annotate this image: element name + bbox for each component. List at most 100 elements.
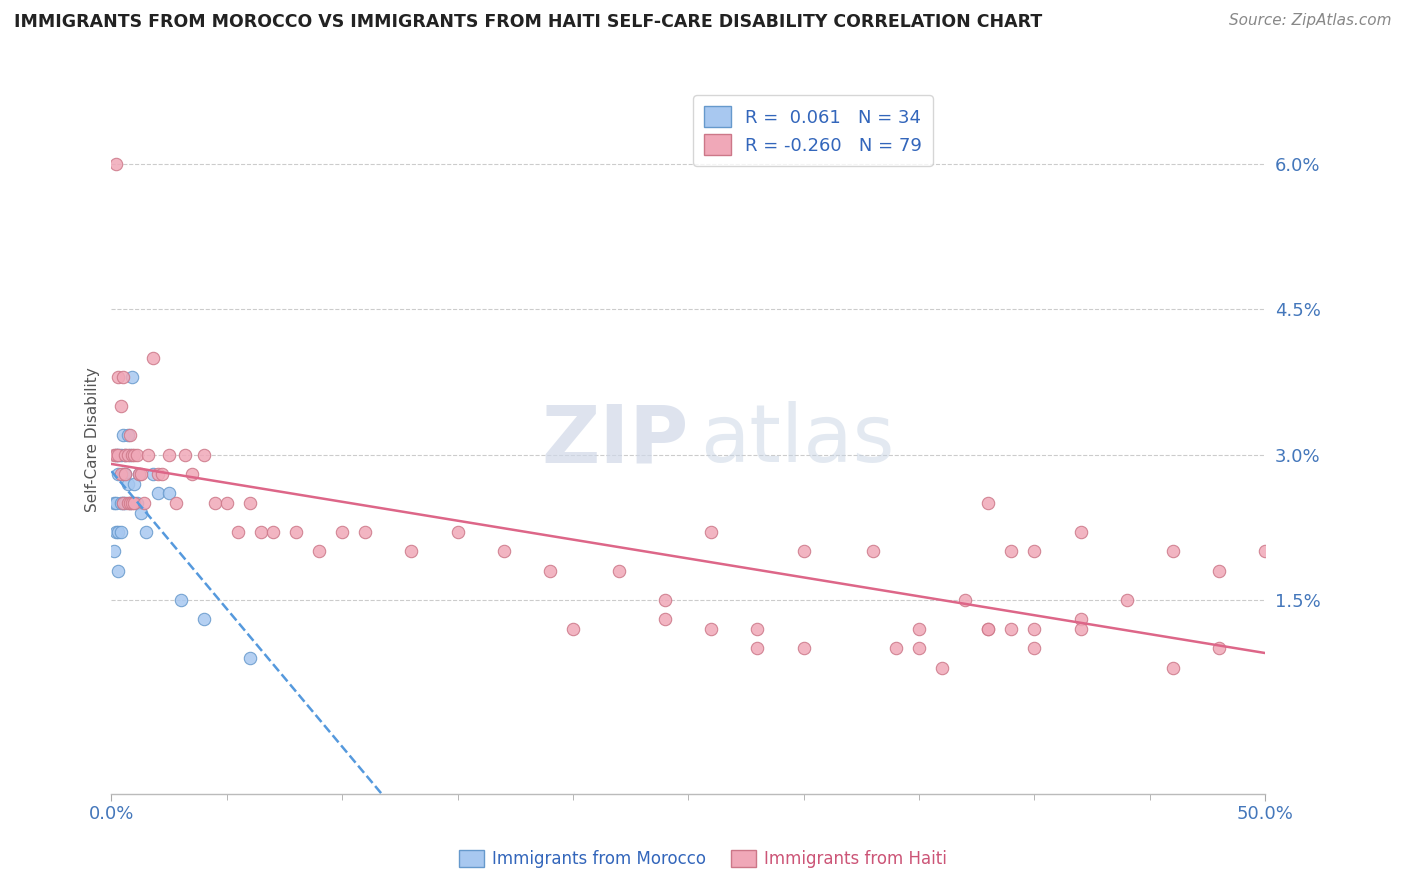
Point <box>111 467 134 481</box>
Point <box>118 448 141 462</box>
Point <box>107 448 129 462</box>
Point <box>114 467 136 481</box>
Point <box>135 524 157 539</box>
Point <box>111 496 134 510</box>
Point <box>977 496 1000 510</box>
Point <box>977 622 1000 636</box>
Point <box>131 506 153 520</box>
Point <box>1000 622 1022 636</box>
Point <box>103 496 125 510</box>
Point <box>131 467 153 481</box>
Point <box>107 524 129 539</box>
Point <box>107 564 129 578</box>
Point <box>654 612 676 626</box>
Point <box>124 496 146 510</box>
Point <box>157 486 180 500</box>
Point <box>204 496 226 510</box>
Point <box>1161 544 1184 558</box>
Point <box>118 496 141 510</box>
Point <box>793 544 815 558</box>
Point <box>262 524 284 539</box>
Point <box>105 448 128 462</box>
Text: Source: ZipAtlas.com: Source: ZipAtlas.com <box>1229 13 1392 29</box>
Point <box>124 448 146 462</box>
Point <box>1070 612 1092 626</box>
Point <box>103 544 125 558</box>
Point <box>747 641 769 656</box>
Point <box>142 467 165 481</box>
Point <box>125 448 148 462</box>
Point <box>121 448 143 462</box>
Point <box>747 622 769 636</box>
Point <box>103 448 125 462</box>
Point <box>110 467 132 481</box>
Point <box>908 641 931 656</box>
Point <box>105 448 128 462</box>
Point <box>193 448 215 462</box>
Point <box>538 564 561 578</box>
Point <box>107 370 129 384</box>
Point <box>1000 544 1022 558</box>
Point <box>121 370 143 384</box>
Point <box>607 564 630 578</box>
Point <box>165 496 187 510</box>
Point <box>110 448 132 462</box>
Point <box>114 496 136 510</box>
Point <box>114 448 136 462</box>
Point <box>977 622 1000 636</box>
Point <box>157 448 180 462</box>
Point <box>700 622 723 636</box>
Point <box>107 467 129 481</box>
Point <box>105 157 128 171</box>
Text: ZIP: ZIP <box>541 401 689 479</box>
Point <box>1070 622 1092 636</box>
Point <box>239 651 262 665</box>
Point <box>114 448 136 462</box>
Point <box>105 496 128 510</box>
Point <box>1024 641 1046 656</box>
Point <box>931 661 953 675</box>
Point <box>128 467 150 481</box>
Point <box>118 428 141 442</box>
Point <box>110 496 132 510</box>
Point <box>1208 641 1230 656</box>
Point <box>107 448 129 462</box>
Text: atlas: atlas <box>700 401 894 479</box>
Point <box>105 524 128 539</box>
Point <box>110 524 132 539</box>
Point <box>1024 622 1046 636</box>
Point <box>354 524 377 539</box>
Point <box>193 612 215 626</box>
Point <box>401 544 423 558</box>
Point <box>793 641 815 656</box>
Point <box>239 496 262 510</box>
Point <box>330 524 353 539</box>
Point <box>132 496 155 510</box>
Point <box>228 524 250 539</box>
Point <box>125 496 148 510</box>
Point <box>561 622 583 636</box>
Point <box>884 641 907 656</box>
Point <box>118 496 141 510</box>
Point <box>169 593 191 607</box>
Point <box>308 544 330 558</box>
Legend: Immigrants from Morocco, Immigrants from Haiti: Immigrants from Morocco, Immigrants from… <box>453 843 953 875</box>
Point <box>908 622 931 636</box>
Point <box>117 496 139 510</box>
Point <box>111 370 134 384</box>
Text: IMMIGRANTS FROM MOROCCO VS IMMIGRANTS FROM HAITI SELF-CARE DISABILITY CORRELATIO: IMMIGRANTS FROM MOROCCO VS IMMIGRANTS FR… <box>14 13 1042 31</box>
Point <box>142 351 165 365</box>
Point <box>215 496 238 510</box>
Point <box>114 467 136 481</box>
Point <box>181 467 204 481</box>
Point <box>446 524 468 539</box>
Point <box>1115 593 1137 607</box>
Point <box>1161 661 1184 675</box>
Point <box>1070 524 1092 539</box>
Point <box>146 486 169 500</box>
Y-axis label: Self-Care Disability: Self-Care Disability <box>86 368 100 512</box>
Point <box>1254 544 1277 558</box>
Point <box>117 448 139 462</box>
Point <box>174 448 197 462</box>
Point <box>111 496 134 510</box>
